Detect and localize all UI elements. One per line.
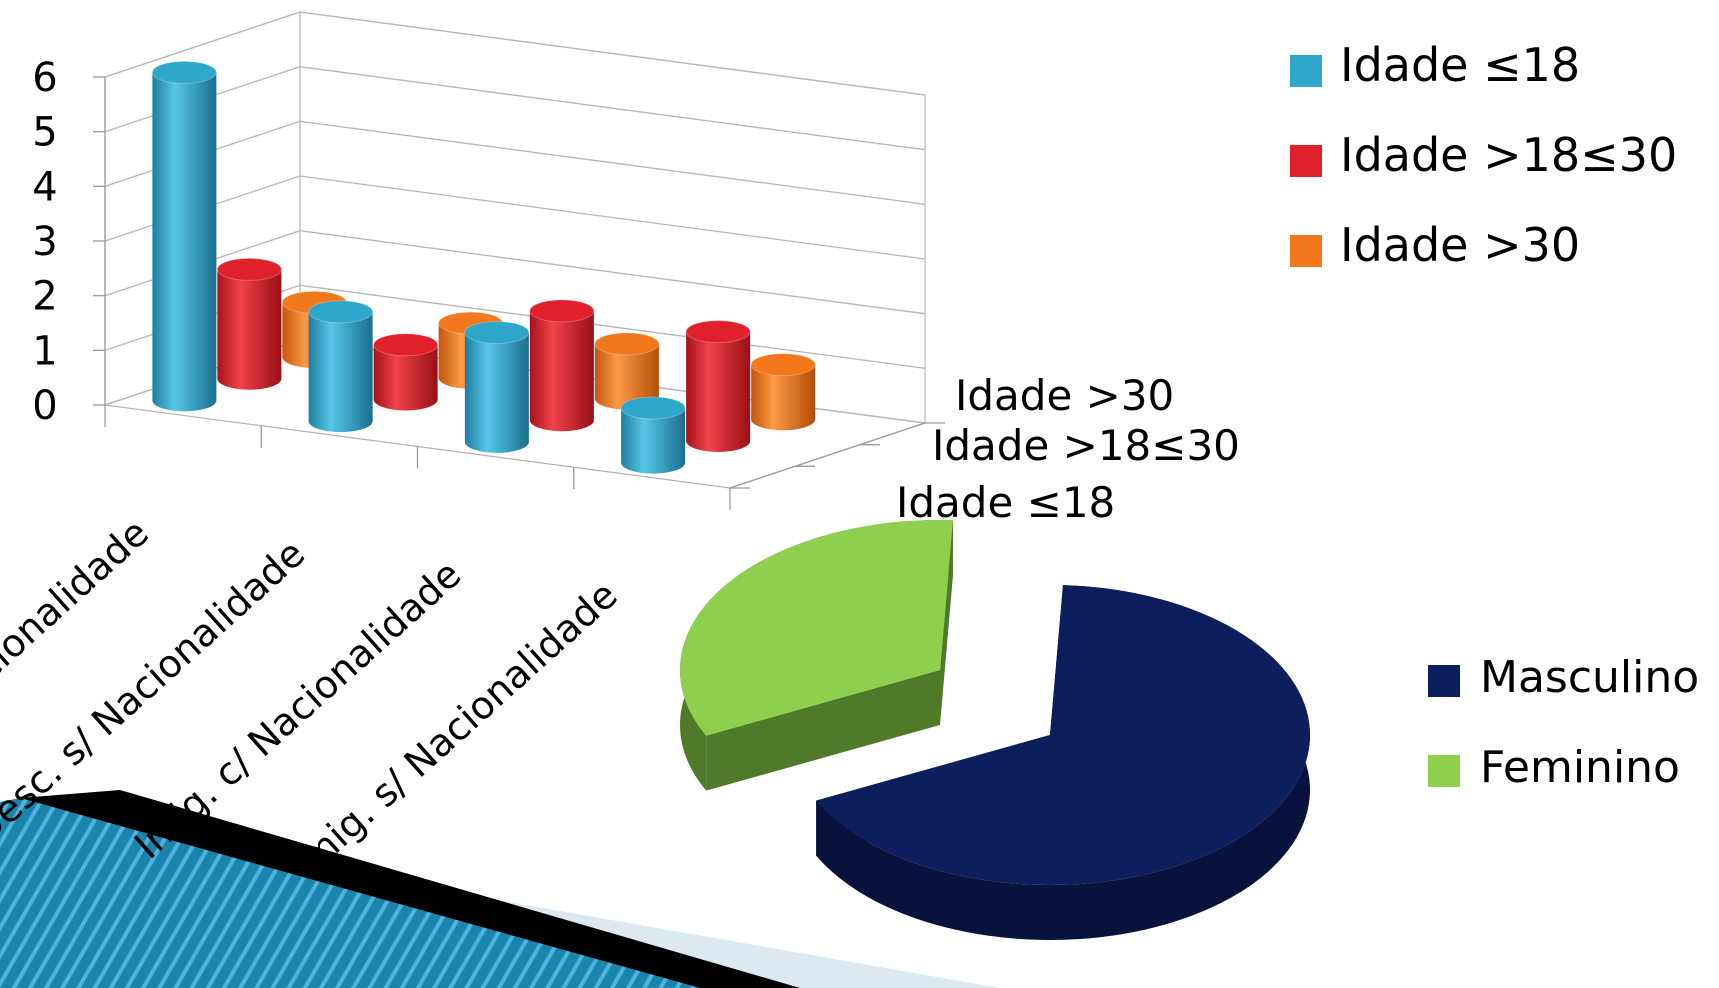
- bar-legend: Idade ≤18 Idade >18≤30 Idade >30: [1290, 38, 1677, 272]
- bar-body: [217, 269, 282, 390]
- bar-top: [308, 300, 374, 324]
- depth-axis-label: Idade >30: [955, 371, 1174, 420]
- bar: [750, 353, 816, 431]
- depth-axis-label: Idade ≤18: [896, 478, 1115, 527]
- bar-body: [686, 331, 751, 452]
- bar: [685, 320, 751, 452]
- bar-top: [373, 333, 439, 357]
- bar-top: [464, 321, 530, 345]
- bar-body: [464, 332, 529, 453]
- bar: [620, 396, 686, 474]
- pie-wall: [706, 670, 940, 791]
- legend-swatch: [1290, 55, 1322, 87]
- bar-body: [621, 407, 686, 474]
- y-tick-label: 2: [32, 274, 57, 320]
- legend-label: Idade >30: [1340, 218, 1580, 272]
- bar-body: [152, 72, 217, 412]
- legend-label: Idade ≤18: [1340, 38, 1580, 92]
- depth-axis-line: [729, 422, 926, 489]
- bar-top: [685, 320, 751, 344]
- legend-swatch: [1290, 145, 1322, 177]
- y-tick-label: 6: [32, 55, 57, 101]
- y-tick-label: 1: [32, 328, 57, 374]
- bar-body: [751, 364, 816, 431]
- bar-body: [529, 310, 594, 432]
- pie-legend: Masculino Feminino: [1428, 652, 1699, 793]
- bar: [151, 60, 217, 412]
- x-axis-label: Imig. c/ Nacionalidade: [126, 552, 470, 868]
- legend-swatch: [1428, 665, 1460, 697]
- legend-label: Idade >18≤30: [1340, 128, 1677, 182]
- bar: [373, 333, 439, 411]
- legend-label: Masculino: [1480, 652, 1699, 703]
- bar: [216, 257, 282, 390]
- bar: [594, 332, 660, 410]
- bar-body: [373, 344, 438, 411]
- bar-top: [529, 299, 595, 323]
- bar: [529, 299, 595, 432]
- gridline: [104, 11, 926, 96]
- bar-top: [620, 396, 686, 420]
- legend-label: Feminino: [1480, 742, 1680, 793]
- pie-top: [680, 520, 953, 736]
- pie-slice-feminino: [680, 520, 953, 791]
- pie-chart: Masculino Feminino: [680, 520, 1699, 940]
- y-tick-label: 5: [32, 110, 57, 156]
- bar-top: [151, 60, 217, 84]
- bar-top: [216, 257, 282, 281]
- pie-top: [816, 585, 1310, 885]
- y-axis-ticks: 0 1 2 3 4 5 6: [32, 55, 106, 429]
- bar: [464, 321, 530, 453]
- pie-slice-masculino: [816, 585, 1310, 940]
- y-tick-label: 4: [32, 164, 57, 210]
- bar-body: [308, 311, 373, 433]
- bar-body: [594, 343, 659, 410]
- bar-top: [750, 353, 816, 377]
- legend-swatch: [1290, 235, 1322, 267]
- slide-decoration: [0, 790, 1000, 988]
- x-axis-label: Imig. s/ Nacionalidade: [283, 573, 626, 888]
- pie-slices: [680, 520, 1310, 940]
- y-tick-label: 0: [32, 383, 57, 429]
- bars: [151, 60, 816, 474]
- bar-top: [594, 332, 660, 356]
- legend-swatch: [1428, 755, 1460, 787]
- pie-wall: [940, 520, 953, 725]
- bar: [308, 300, 374, 433]
- y-tick-label: 3: [32, 219, 57, 265]
- depth-axis-label: Idade >18≤30: [932, 421, 1240, 470]
